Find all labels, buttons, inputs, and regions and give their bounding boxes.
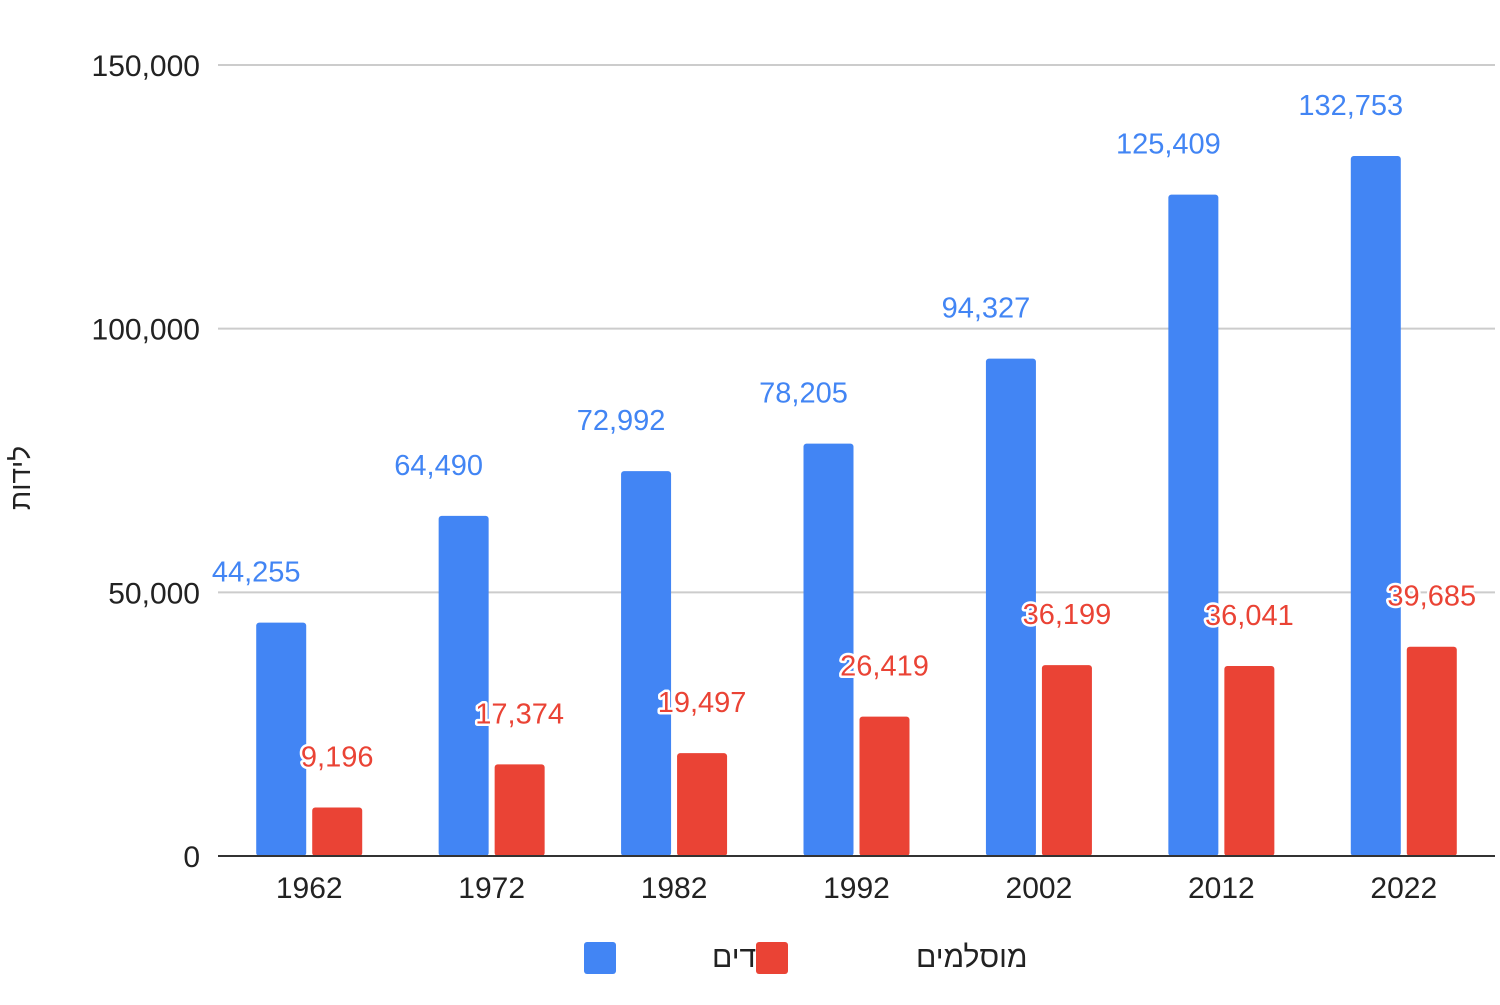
bar-muslims	[1406, 646, 1457, 856]
bar-jews	[1350, 155, 1401, 857]
y-tick-label: 100,000	[92, 314, 200, 347]
data-label-muslims: 19,497	[658, 687, 747, 719]
bar-muslims	[494, 764, 545, 856]
bar-muslims	[312, 807, 363, 856]
bar-jews	[621, 471, 672, 856]
data-label-muslims: 39,685	[1387, 581, 1476, 613]
bar-jews	[438, 515, 489, 856]
data-label-muslims: 17,374	[475, 698, 564, 730]
bars	[256, 155, 1457, 857]
data-label-muslims: 36,199	[1023, 599, 1112, 631]
bar-jews	[256, 622, 307, 856]
bar-jews	[803, 443, 854, 856]
y-axis-ticks: 0 50,000 100,000 150,000	[92, 50, 200, 874]
x-tick-label: 1982	[641, 872, 708, 905]
x-tick-label: 1992	[823, 872, 890, 905]
x-tick-label: 1962	[276, 872, 343, 905]
data-label-jews: 78,205	[759, 378, 848, 410]
bar-muslims	[677, 753, 728, 856]
data-label-muslims: 36,041	[1205, 600, 1294, 632]
x-tick-label: 2012	[1188, 872, 1255, 905]
x-tick-label: 1972	[458, 872, 525, 905]
data-label-jews: 44,255	[212, 557, 301, 589]
data-label-jews: 94,327	[942, 293, 1031, 325]
bar-jews	[985, 358, 1036, 856]
x-axis-ticks: 1962 1972 1982 1992 2002 2012 2022	[276, 872, 1437, 905]
legend-label: מוסלמים	[916, 941, 1028, 974]
data-label-jews: 125,409	[1116, 129, 1221, 161]
bar-muslims	[1041, 665, 1092, 856]
bar-muslims	[1224, 665, 1275, 856]
y-tick-label: 150,000	[92, 50, 200, 83]
data-label-jews: 72,992	[577, 405, 666, 437]
y-tick-label: 0	[183, 841, 200, 874]
data-label-jews: 132,753	[1298, 90, 1403, 122]
data-label-muslims: 9,196	[301, 742, 374, 774]
data-label-jews: 64,490	[394, 450, 483, 482]
data-labels: 44,255 9,196 64,490 17,374 72,992 19,497 78,20…	[212, 90, 1479, 776]
legend: יהודים מוסלמים	[584, 941, 1028, 974]
gridlines	[218, 64, 1495, 594]
y-tick-label: 50,000	[108, 577, 200, 610]
legend-swatch	[756, 942, 788, 974]
bar-jews	[1168, 194, 1219, 857]
x-tick-label: 2022	[1370, 872, 1437, 905]
x-tick-label: 2002	[1006, 872, 1073, 905]
data-label-muslims: 26,419	[840, 651, 929, 683]
bar-muslims	[859, 716, 910, 856]
y-axis-title: לידות	[5, 446, 36, 510]
legend-swatch	[584, 942, 616, 974]
